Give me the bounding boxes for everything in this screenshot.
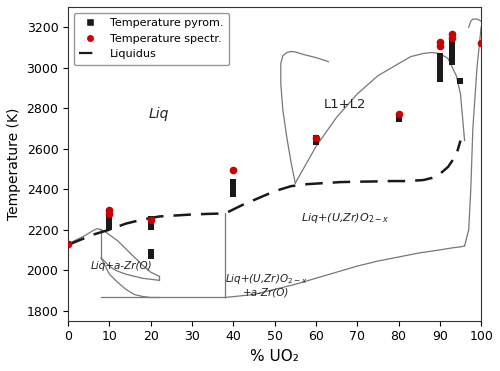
Text: Liq+(U,Zr)O$_{2-x}$
+a-Zr(O): Liq+(U,Zr)O$_{2-x}$ +a-Zr(O) xyxy=(225,272,308,297)
Legend: Temperature pyrom., Temperature spectr., Liquidus: Temperature pyrom., Temperature spectr.,… xyxy=(74,13,230,65)
X-axis label: % UO₂: % UO₂ xyxy=(250,349,299,364)
Text: Liq: Liq xyxy=(149,107,169,121)
Text: Liq+a-Zr(O): Liq+a-Zr(O) xyxy=(91,261,152,271)
Text: Liq+(U,Zr)O$_{2-x}$: Liq+(U,Zr)O$_{2-x}$ xyxy=(300,210,389,224)
Text: L1+L2: L1+L2 xyxy=(324,98,366,111)
Y-axis label: Temperature (K): Temperature (K) xyxy=(7,108,21,220)
